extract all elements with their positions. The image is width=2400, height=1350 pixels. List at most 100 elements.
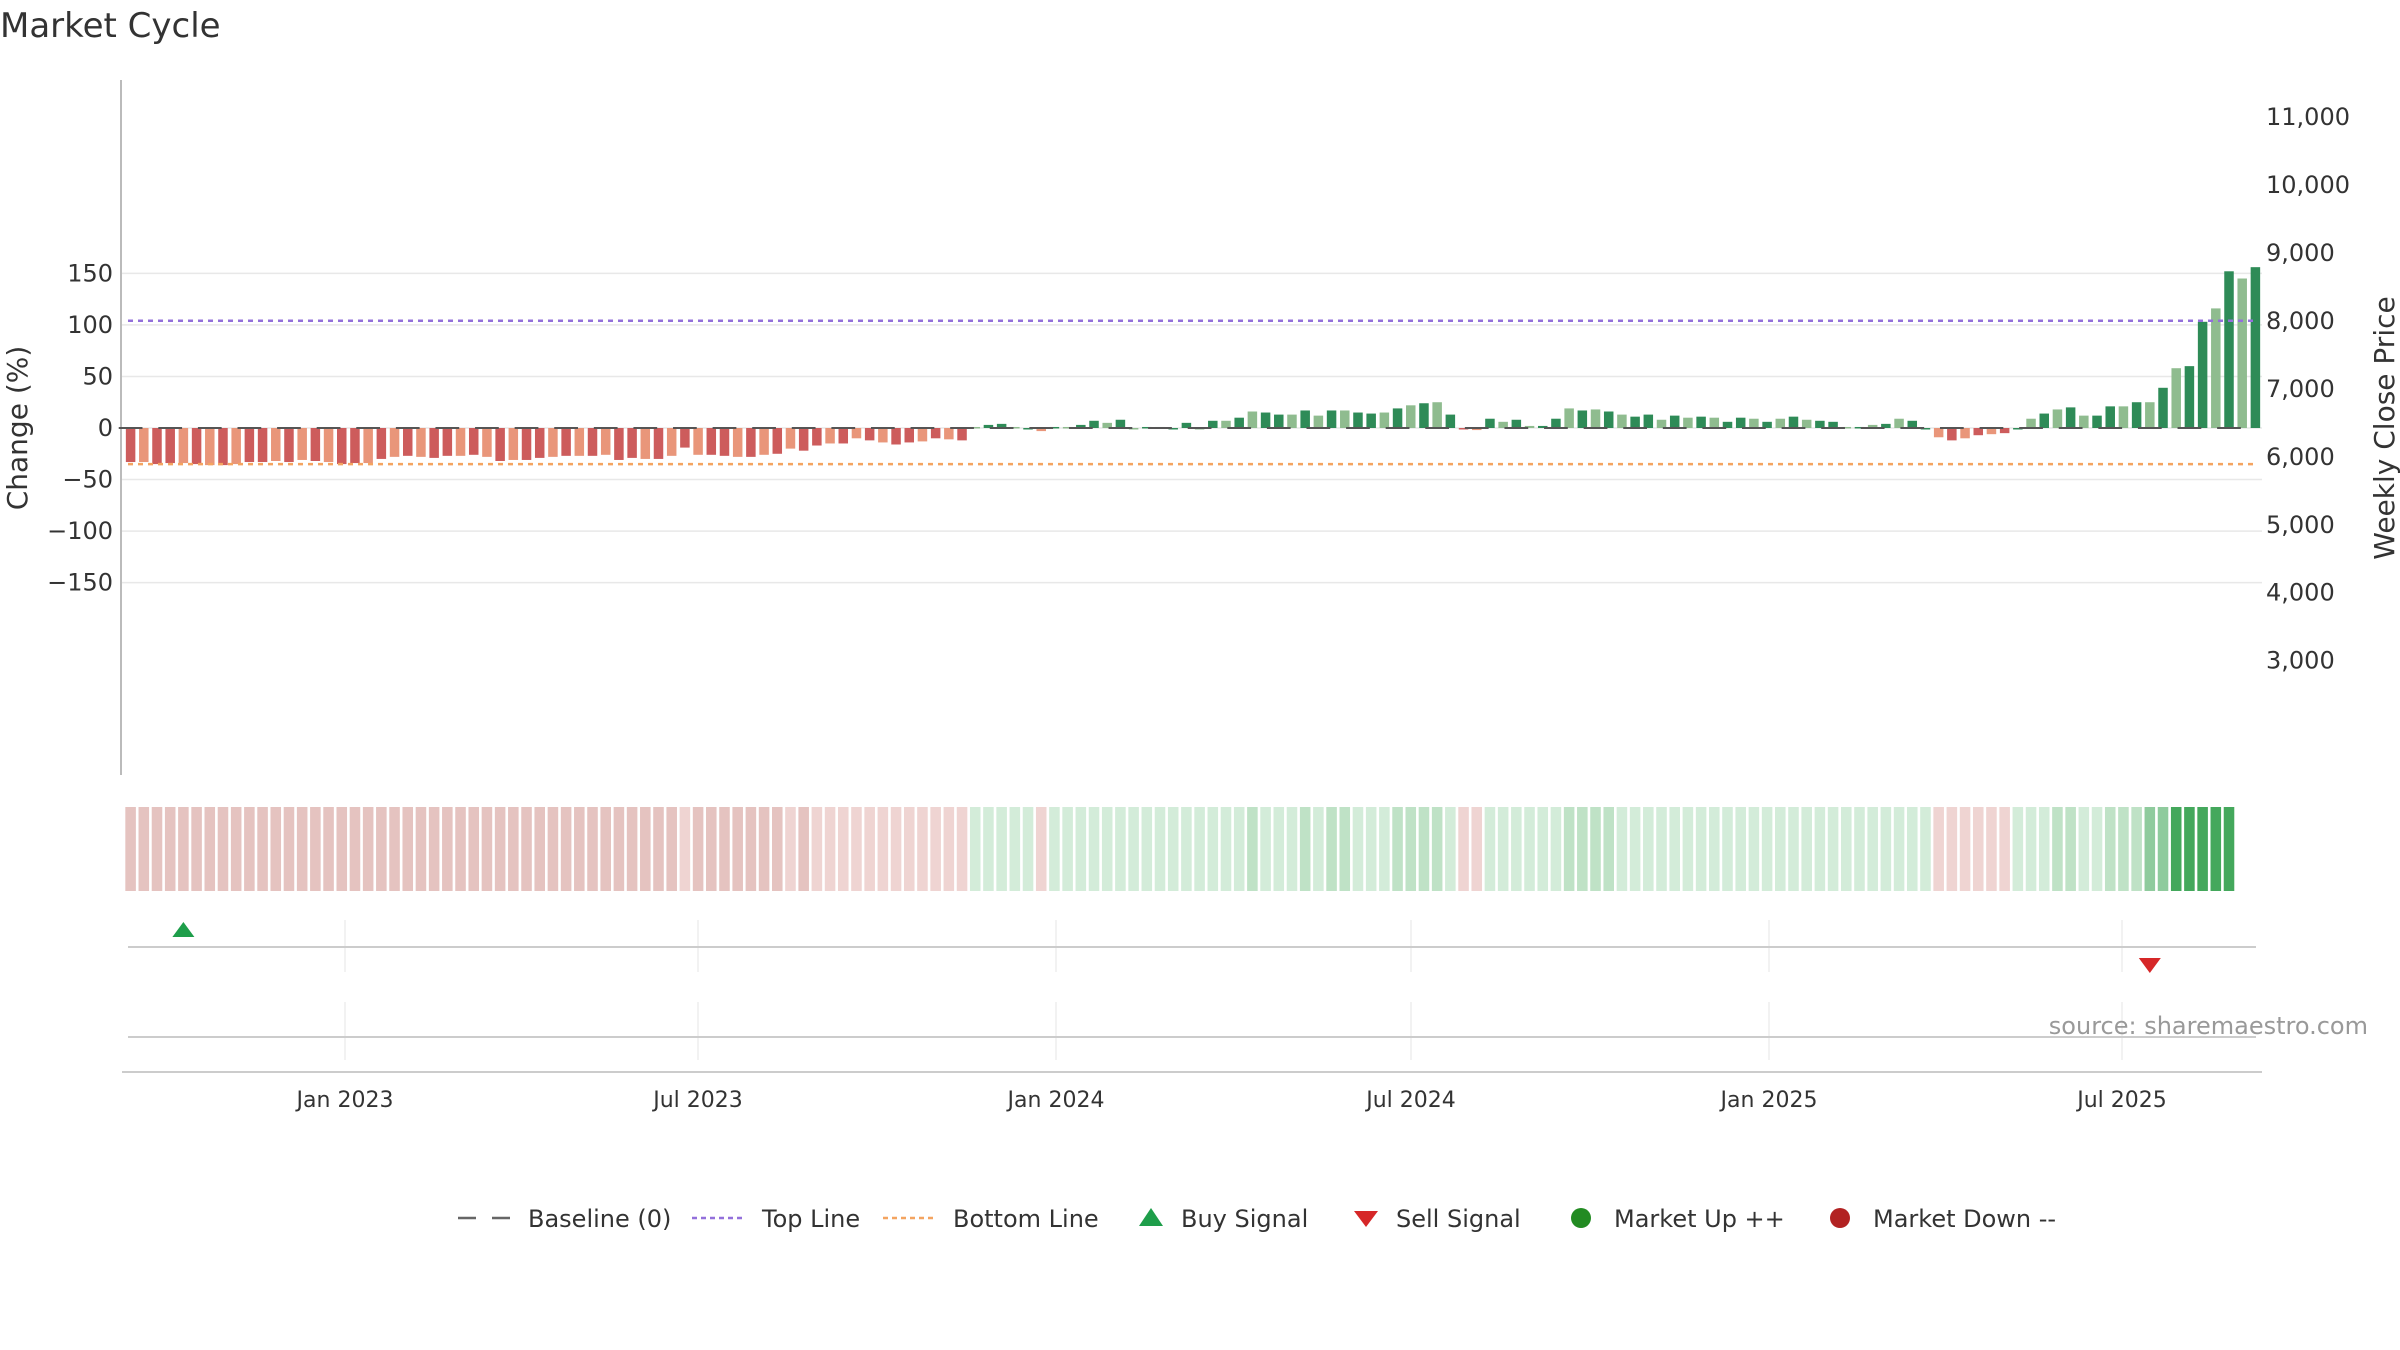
change-bar — [1102, 422, 1112, 428]
change-bar — [2052, 409, 2063, 428]
change-bar — [284, 428, 294, 463]
heat-cell — [2052, 807, 2063, 891]
heat-cell — [1445, 807, 1456, 891]
change-bar — [1564, 408, 1574, 428]
change-bar — [1643, 414, 1654, 428]
heat-cell — [1022, 807, 1034, 891]
change-bar — [1234, 417, 1244, 428]
x-tick-label: Jan 2025 — [1719, 1088, 1818, 1113]
legend-label: Sell Signal — [1396, 1205, 1521, 1233]
heat-cell — [1141, 807, 1153, 891]
y-axis-title: Change (%) — [1, 346, 34, 511]
change-bar — [825, 428, 835, 444]
change-bar — [152, 428, 162, 465]
change-bar — [838, 428, 849, 444]
legend-item: Bottom Line — [883, 1205, 1099, 1233]
heat-cell — [930, 807, 941, 891]
change-bar — [165, 428, 175, 464]
change-bar — [2224, 271, 2234, 428]
change-bar — [772, 428, 783, 454]
heat-cell — [1326, 807, 1337, 891]
change-bar — [2065, 407, 2076, 428]
change-bar — [442, 428, 453, 456]
heat-cell — [1273, 807, 1285, 891]
change-bar — [1630, 416, 1640, 428]
change-bar — [2250, 267, 2261, 428]
change-bar — [944, 428, 954, 440]
heat-cell — [1088, 807, 1100, 891]
x-axis-dates: Jan 2023 Jul 2023 Jan 2024 Jul 2024 Jan 2025… — [295, 1088, 2167, 1113]
change-bar — [1722, 421, 1733, 428]
change-bar — [759, 428, 769, 455]
heat-cell — [1128, 807, 1139, 891]
heat-cell — [1933, 807, 1944, 891]
change-bar — [812, 428, 822, 446]
heat-cell — [2210, 807, 2222, 891]
heat-cell — [1352, 807, 1364, 891]
heat-cell — [1748, 807, 1760, 891]
heat-cell — [2144, 807, 2156, 891]
heat-cell — [1854, 807, 1865, 891]
heat-cell — [442, 807, 453, 891]
heat-cell — [877, 807, 889, 891]
change-bar — [1735, 417, 1746, 428]
heat-cell — [1986, 807, 1997, 891]
heat-cell — [917, 807, 928, 891]
heat-cell — [521, 807, 532, 891]
change-bar — [231, 428, 241, 465]
change-bar — [1313, 415, 1324, 428]
change-bar — [416, 428, 426, 457]
change-bar — [1669, 415, 1680, 428]
heat-cell — [1893, 807, 1905, 891]
heat-cell — [1365, 807, 1377, 891]
change-bar — [1920, 428, 1931, 430]
heat-cell — [534, 807, 546, 891]
y2-tick-label: 3,000 — [2266, 647, 2335, 675]
heat-cell — [455, 807, 466, 891]
change-bar — [2197, 321, 2208, 428]
heat-cell — [1154, 807, 1166, 891]
change-bar — [1999, 428, 2010, 434]
change-bar — [627, 428, 637, 458]
change-bar — [205, 428, 215, 466]
heat-cell — [1471, 807, 1483, 891]
heat-cell — [1814, 807, 1826, 891]
heat-cell — [890, 807, 902, 891]
change-bar — [125, 428, 136, 463]
change-bar — [1801, 419, 1812, 428]
change-bar — [1208, 420, 1218, 428]
legend-label: Top Line — [761, 1205, 860, 1233]
heat-cell — [996, 807, 1007, 891]
heat-cell — [1035, 807, 1047, 891]
heat-cell — [1484, 807, 1496, 891]
sell-signal-marker — [2138, 958, 2161, 973]
heat-cell — [1775, 807, 1786, 891]
heat-cell — [1999, 807, 2010, 891]
heat-cell — [653, 807, 664, 891]
change-bar — [930, 428, 941, 439]
change-bar — [1379, 412, 1390, 428]
heat-cell — [626, 807, 638, 891]
change-bar — [798, 428, 809, 451]
heat-cell — [2184, 807, 2195, 891]
change-bar — [653, 428, 664, 459]
heat-cell — [1207, 807, 1219, 891]
heat-cell — [798, 807, 809, 891]
heat-cell — [2025, 807, 2037, 891]
heat-cell — [494, 807, 506, 891]
heat-cell — [191, 807, 202, 891]
heat-cell — [2012, 807, 2024, 891]
change-bar — [534, 428, 545, 458]
heat-cell — [666, 807, 677, 891]
x-tick-label: Jul 2024 — [1364, 1088, 1456, 1113]
heat-cell — [1220, 807, 1232, 891]
change-bar — [983, 424, 994, 428]
heat-cell — [719, 807, 730, 891]
heat-cell — [1880, 807, 1892, 891]
change-bar — [1049, 426, 1060, 429]
heat-cell — [468, 807, 480, 891]
heat-cell — [323, 807, 334, 891]
heat-cell — [151, 807, 163, 891]
heat-cell — [2065, 807, 2076, 891]
change-bar — [1036, 428, 1046, 432]
